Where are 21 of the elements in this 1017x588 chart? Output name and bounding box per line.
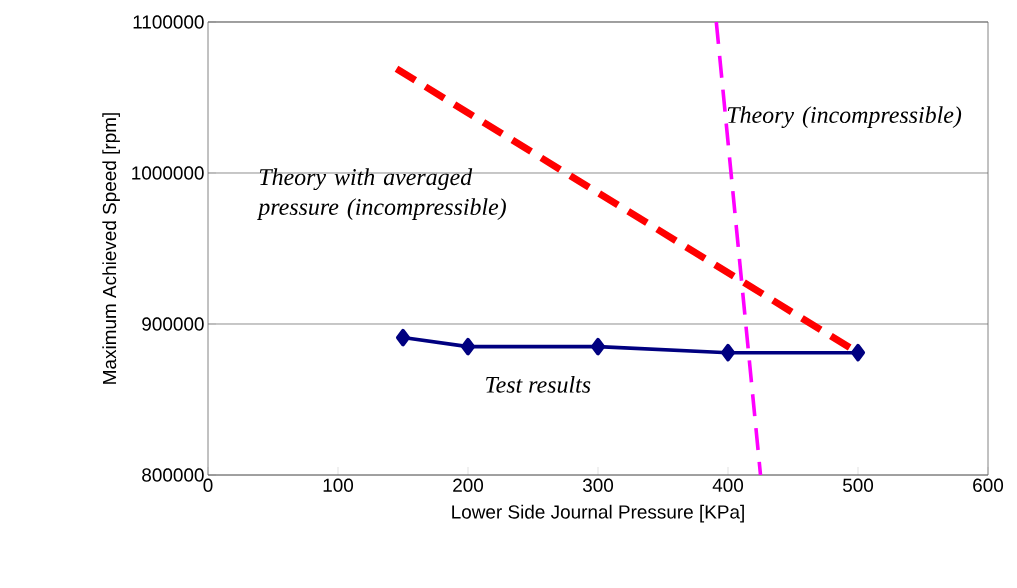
x-tick-label: 0 [203, 478, 213, 492]
x-tick-label: 500 [842, 478, 874, 492]
x-tick-label: 300 [582, 478, 614, 492]
y-tick-label: 800000 [142, 468, 204, 482]
point [395, 328, 411, 347]
series-label: Test results [486, 375, 591, 393]
y-tick-label: 1100000 [133, 15, 204, 29]
x-tick-label: 600 [973, 478, 1004, 492]
x-tick-label: 100 [323, 478, 354, 492]
y-axis-title: Maximum Achieved Speed [rpm] [102, 113, 120, 384]
x-axis-title: Lower Side Journal Pressure [KPa] [452, 504, 744, 523]
y-tick-label: 900000 [142, 317, 204, 331]
series-label: Theory with averaged pressure (incompressible) [256, 168, 506, 220]
x-tick-label: 400 [712, 478, 744, 492]
y-tick-label: 1000000 [132, 166, 204, 180]
x-tick-label: 200 [453, 478, 484, 492]
point [590, 337, 606, 356]
point [720, 343, 736, 362]
point [460, 337, 476, 356]
series-label: Theory (incompressible) [727, 106, 962, 128]
point [850, 343, 866, 362]
